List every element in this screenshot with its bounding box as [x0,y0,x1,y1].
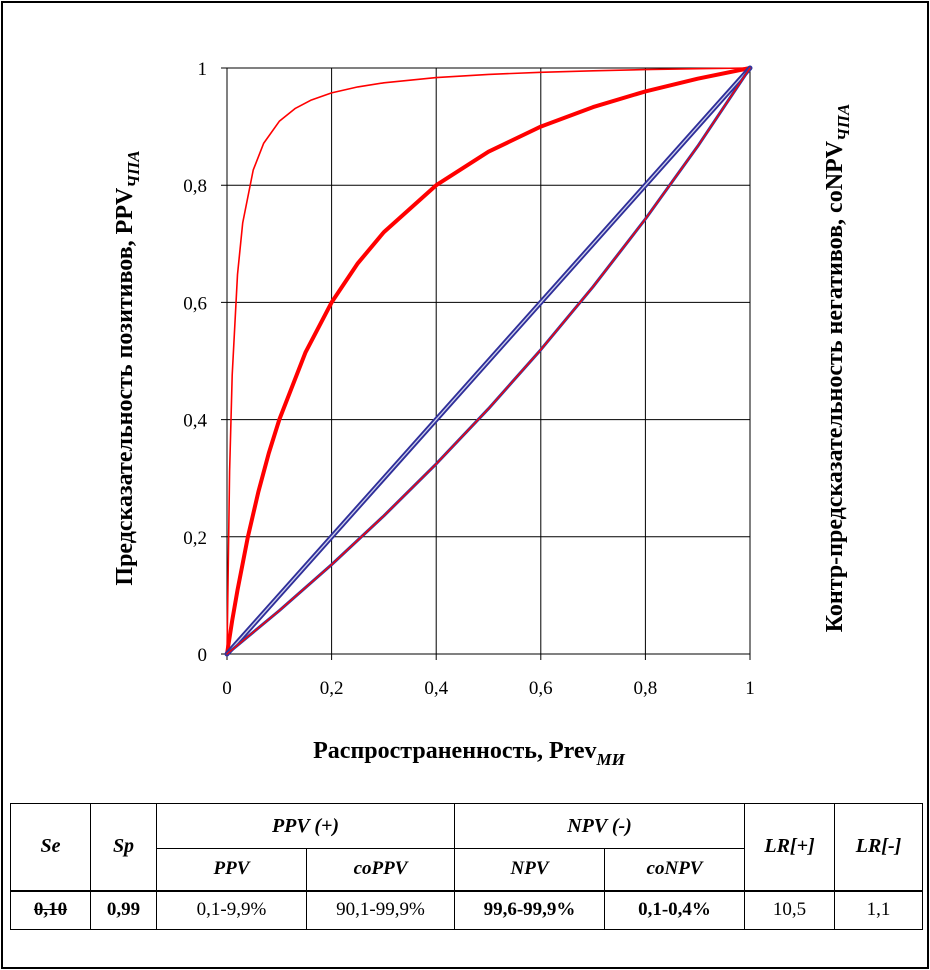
y-tick-label: 1 [198,59,208,80]
y-tick-label: 0,8 [183,176,207,197]
header-coppv: coPPV [305,848,456,891]
table-row: 0,10 0,99 0,1-9,9% 90,1-99,9% 99,6-99,9%… [10,889,924,930]
cell-coppv: 90,1-99,9% [305,889,456,930]
header-ppv-group: PPV (+) [155,803,456,849]
series-line-2 [225,66,752,656]
header-npv: NPV [454,848,606,891]
series-line-6 [226,67,751,655]
cell-sp: 0,99 [90,889,157,930]
x-tick-label: 0,8 [634,678,658,699]
series-line-4 [226,67,751,655]
header-sp: Sp [90,803,157,891]
x-axis-title: Распространенность, PrevМИ [313,738,625,769]
cell-lr-plus: 10,5 [744,889,836,930]
metrics-table: Se Sp PPV (+) NPV (-) LR[+] LR[-] PPV co… [10,803,924,930]
y-tick-label: 0,4 [183,411,207,432]
x-tick-label: 1 [745,678,755,699]
series-line-1 [226,67,751,655]
chart-series [224,65,753,657]
header-lr-minus: LR[-] [834,803,924,891]
header-conpv: coNPV [604,848,746,891]
x-tick-label: 0 [222,678,232,699]
chart-grid [221,67,751,660]
cell-conpv: 0,1-0,4% [604,889,746,930]
header-ppv: PPV [156,848,307,891]
x-tick-label: 0,6 [529,678,553,699]
header-lr-plus: LR[+] [744,803,836,891]
y-axis-title-left: Предсказательность позитивов, PPVЧПА [112,150,143,585]
header-se: Se [10,803,91,891]
y-tick-label: 0,2 [183,528,207,549]
chart-tick-labels: 0 0,2 0,4 0,6 0,8 1 0 0,2 0,4 0,6 0,8 1 [183,59,755,699]
cell-ppv: 0,1-9,9% [156,889,307,930]
cell-se: 0,10 [10,889,91,930]
cell-npv: 99,6-99,9% [454,889,606,930]
y-tick-label: 0,6 [183,293,207,314]
cell-lr-minus: 1,1 [834,889,924,930]
y-axis-title-right: Контр-предсказательность негативов, coNP… [822,104,853,633]
prevalence-predictivity-chart: 0 0,2 0,4 0,6 0,8 1 0 0,2 0,4 0,6 0,8 1 Распростран… [112,59,853,769]
x-tick-label: 0,2 [320,678,344,699]
header-npv-group: NPV (-) [454,803,746,849]
y-tick-label: 0 [198,645,208,666]
x-tick-label: 0,4 [424,678,448,699]
